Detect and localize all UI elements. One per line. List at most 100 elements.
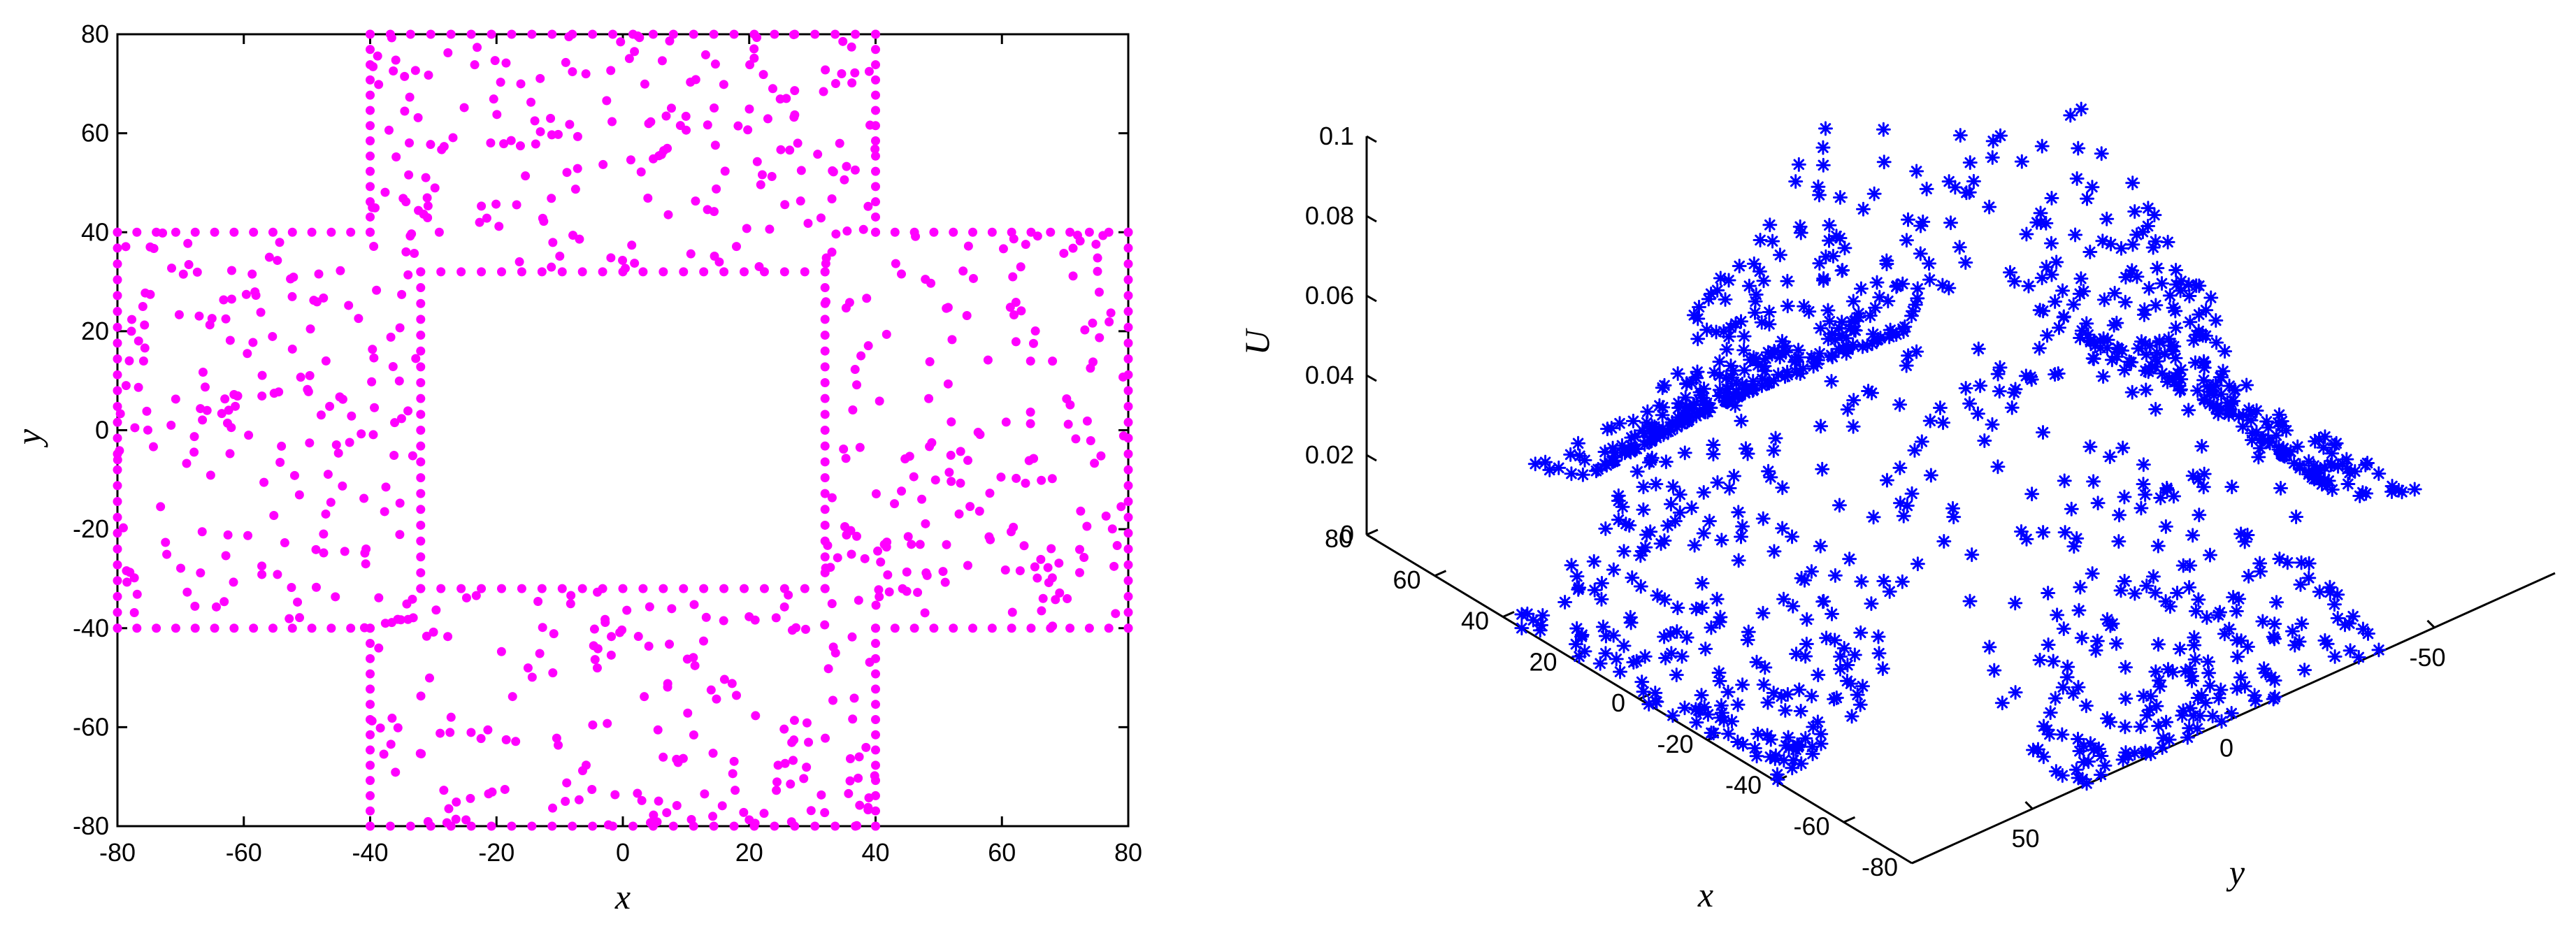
left-y-tick-label: -60 — [73, 712, 109, 741]
scatter3d-point — [1813, 736, 1829, 751]
scatter3d-point — [2021, 278, 2036, 294]
scatter-point — [749, 29, 759, 39]
scatter-point — [827, 247, 837, 257]
scatter-point — [820, 520, 830, 530]
scatter-point — [171, 623, 180, 633]
scatter-point — [657, 56, 667, 66]
scatter-point — [654, 796, 663, 806]
scatter3d-point — [2192, 507, 2207, 523]
scatter3d-point — [2008, 685, 2023, 700]
scatter3d-point — [2103, 618, 2118, 633]
scatter-point — [1009, 522, 1019, 532]
scatter3d-point — [2136, 457, 2151, 472]
scatter3d-point — [1876, 573, 1892, 589]
scatter-point — [871, 730, 880, 739]
scatter3d-point — [1710, 475, 1725, 490]
scatter-point — [1123, 481, 1133, 491]
scatter3d-point — [2147, 585, 2163, 600]
scatter3d-point — [1734, 413, 1749, 428]
x3d-tick — [1911, 857, 1924, 865]
scatter-point — [517, 584, 526, 593]
scatter-point — [1037, 475, 1046, 485]
left-scatter-points — [113, 29, 1133, 831]
scatter-point — [446, 29, 456, 39]
scatter-point — [461, 593, 471, 602]
scatter-point — [630, 259, 640, 268]
scatter-point — [142, 406, 152, 416]
scatter3d-point — [1694, 576, 1710, 591]
scatter3d-point — [2045, 654, 2061, 669]
scatter-point — [699, 584, 709, 593]
scatter3d-point — [1915, 214, 1931, 229]
scatter-point — [537, 267, 547, 277]
scatter3d-point — [1943, 215, 1958, 231]
scatter3d-point — [1966, 173, 1981, 189]
scatter3d-point — [2297, 663, 2312, 678]
left-y-tick-label: -80 — [73, 811, 109, 840]
scatter3d-point — [2139, 578, 2154, 593]
scatter-point — [113, 607, 122, 617]
scatter3d-point — [2069, 171, 2085, 186]
scatter3d-point — [1832, 189, 1848, 205]
scatter3d-point — [1599, 421, 1615, 437]
scatter-point — [561, 57, 570, 67]
scatter3d-point — [2051, 320, 2066, 335]
scatter-point — [431, 605, 441, 615]
x3d-tick-label: 0 — [1611, 688, 1625, 717]
scatter-point — [962, 310, 972, 320]
scatter-point — [122, 577, 132, 587]
scatter3d-point — [1879, 472, 1894, 488]
scatter3d-point — [1639, 434, 1655, 449]
scatter-point — [113, 338, 122, 348]
scatter3d-point — [1720, 684, 1736, 700]
scatter3d-point — [2247, 693, 2263, 709]
scatter3d-point — [1923, 468, 1938, 483]
scatter-point — [949, 227, 958, 237]
scatter-point — [416, 552, 426, 562]
scatter-point — [390, 418, 400, 428]
scatter3d-point — [2099, 211, 2115, 226]
scatter-point — [1123, 433, 1133, 443]
scatter-point — [930, 475, 940, 485]
scatter-point — [229, 577, 238, 587]
scatter3d-point — [1679, 630, 1694, 645]
scatter3d-point — [1736, 342, 1752, 358]
scatter-point — [1026, 356, 1035, 366]
scatter3d-point — [2125, 175, 2140, 191]
left-x-tick-label: 20 — [735, 838, 763, 867]
scatter-point — [772, 786, 782, 795]
scatter-point — [803, 218, 813, 228]
scatter3d-point — [1754, 315, 1769, 330]
scatter-point — [871, 806, 880, 816]
scatter-point — [943, 303, 953, 312]
scatter3d-point — [2071, 602, 2087, 618]
scatter3d-point — [1962, 593, 1978, 609]
x3d-tick-label: -60 — [1793, 811, 1829, 840]
scatter3d-point — [1962, 155, 1978, 171]
scatter3d-point — [2203, 290, 2219, 305]
scatter-point — [790, 110, 800, 120]
scatter-point — [403, 270, 413, 280]
scatter-point — [416, 489, 426, 498]
scatter-point — [698, 636, 708, 646]
scatter-point — [1123, 417, 1133, 427]
scatter-point — [573, 164, 582, 173]
scatter-point — [294, 490, 304, 500]
scatter3d-point — [2292, 458, 2308, 473]
scatter-point — [366, 639, 375, 649]
scatter-point — [871, 136, 880, 146]
scatter3d-point — [1586, 554, 1602, 569]
scatter-point — [396, 615, 405, 625]
scatter3d-point — [2090, 496, 2106, 511]
scatter-point — [871, 212, 880, 222]
scatter-point — [659, 584, 668, 593]
scatter3d-point — [2239, 377, 2254, 393]
scatter3d-point — [1846, 393, 1862, 408]
scatter-point — [942, 540, 951, 549]
scatter3d-point — [1819, 630, 1834, 646]
scatter-point — [820, 489, 830, 498]
scatter-point — [1011, 337, 1021, 347]
scatter-point — [138, 356, 148, 366]
scatter3d-point — [2360, 455, 2375, 470]
scatter-point — [852, 531, 862, 541]
